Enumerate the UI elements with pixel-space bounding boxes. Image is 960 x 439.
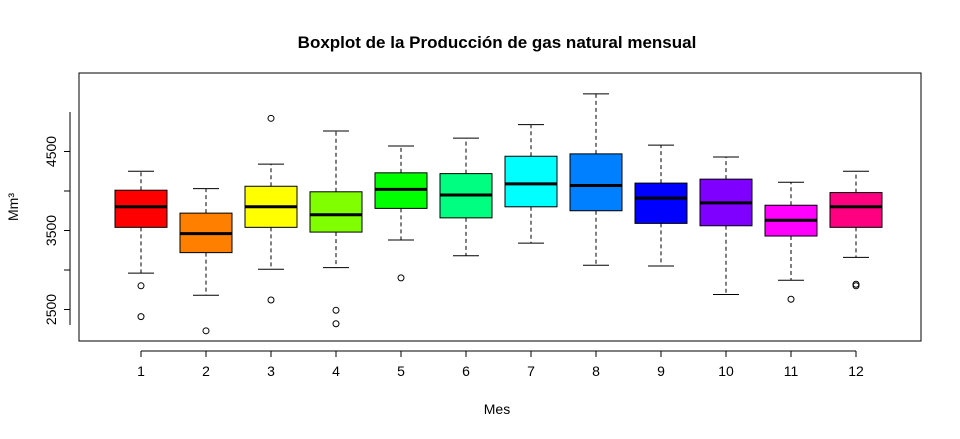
outlier-point <box>137 313 145 321</box>
box-iqr <box>569 153 623 212</box>
x-tick-label: 2 <box>202 363 210 379</box>
box-iqr <box>829 192 883 228</box>
plot-frame <box>78 72 922 342</box>
x-tick-label: 10 <box>718 363 734 379</box>
x-tick-label: 3 <box>267 363 275 379</box>
outlier-point <box>137 282 145 290</box>
outlier-point <box>332 320 340 328</box>
box-group-1 <box>114 170 168 321</box>
y-tick-label: 3500 <box>43 215 59 246</box>
y-axis: 2500 3500 4500 <box>43 112 71 325</box>
box-group-8 <box>569 93 623 266</box>
box-iqr <box>634 182 688 224</box>
y-axis-label: Mm³ <box>5 193 21 221</box>
y-tick-label: 4500 <box>43 136 59 167</box>
box-iqr <box>114 189 168 228</box>
y-tick-label: 2500 <box>43 294 59 325</box>
x-tick-label: 7 <box>527 363 535 379</box>
outlier-point <box>787 295 795 303</box>
box-group-10 <box>699 156 753 295</box>
x-axis-label: Mes <box>484 401 510 417</box>
box-iqr <box>504 155 558 208</box>
x-tick-label: 1 <box>137 363 145 379</box>
x-tick-label: 12 <box>848 363 864 379</box>
x-tick-label: 6 <box>462 363 470 379</box>
outlier-point <box>267 296 275 304</box>
box-group-9 <box>634 144 688 267</box>
box-group-2 <box>179 188 233 335</box>
outlier-point <box>852 280 860 288</box>
box-group-11 <box>764 181 818 303</box>
outlier-point <box>332 306 340 314</box>
x-tick-label: 5 <box>397 363 405 379</box>
x-tick-label: 9 <box>657 363 665 379</box>
outlier-point <box>397 274 405 282</box>
box-group-12 <box>829 170 883 290</box>
box-group-6 <box>439 137 493 257</box>
chart-title: Boxplot de la Producción de gas natural … <box>298 33 697 52</box>
box-group-7 <box>504 124 558 244</box>
outlier-point <box>202 327 210 335</box>
x-axis: 1 2 3 4 5 6 7 8 9 10 11 12 <box>137 350 864 379</box>
box-group-3 <box>244 114 298 304</box>
x-tick-label: 8 <box>592 363 600 379</box>
outlier-point <box>267 114 275 122</box>
box-iqr <box>309 191 363 233</box>
box-group-4 <box>309 130 363 328</box>
x-tick-label: 4 <box>332 363 340 379</box>
box-group-5 <box>374 145 428 282</box>
x-tick-label: 11 <box>784 363 799 379</box>
boxes-layer <box>114 93 883 335</box>
